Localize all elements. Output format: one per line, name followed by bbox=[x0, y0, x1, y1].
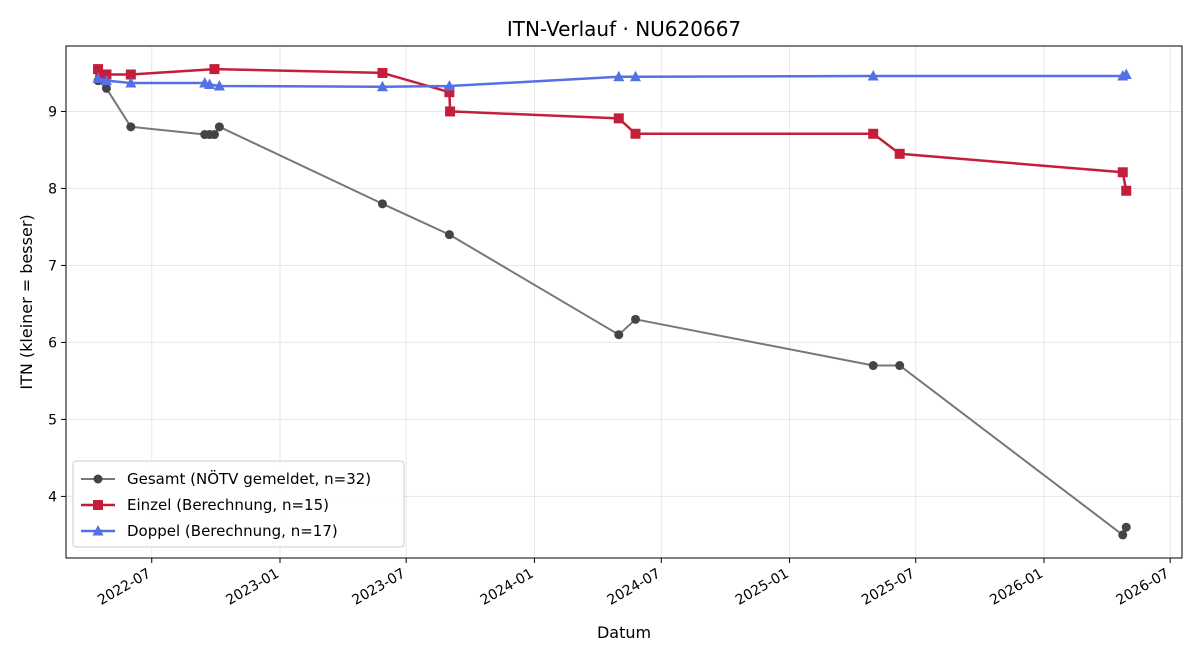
y-tick-label: 5 bbox=[48, 412, 57, 428]
y-tick-label: 9 bbox=[48, 104, 57, 120]
data-point bbox=[204, 78, 216, 89]
legend: Gesamt (NÖTV gemeldet, n=32) Einzel (Bere… bbox=[72, 460, 405, 548]
data-point bbox=[209, 130, 219, 140]
legend-label: Doppel (Berechnung, n=17) bbox=[127, 522, 338, 540]
data-point bbox=[443, 80, 455, 91]
data-point bbox=[868, 361, 878, 371]
legend-entry: Doppel (Berechnung, n=17) bbox=[81, 522, 338, 540]
series-line bbox=[97, 73, 1127, 89]
data-point bbox=[1117, 167, 1128, 178]
legend-label: Gesamt (NÖTV gemeldet, n=32) bbox=[127, 469, 371, 488]
data-point bbox=[630, 70, 642, 82]
legend-marker bbox=[93, 474, 103, 484]
data-point bbox=[101, 69, 112, 80]
x-tick-label: 2023-07 bbox=[350, 566, 409, 609]
x-axis-label: Datum bbox=[597, 623, 651, 642]
data-point bbox=[445, 106, 456, 117]
x-tick-label: 2024-07 bbox=[605, 566, 664, 609]
data-point bbox=[613, 70, 625, 82]
series-1 bbox=[93, 76, 1131, 540]
x-tick-label: 2026-01 bbox=[987, 566, 1046, 609]
x-tick-label: 2023-01 bbox=[223, 566, 282, 609]
y-tick-label: 7 bbox=[48, 258, 57, 274]
data-point bbox=[101, 83, 111, 93]
y-axis-ticks: 4 5 6 7 8 9 bbox=[48, 104, 66, 505]
data-point bbox=[1121, 522, 1131, 532]
data-point bbox=[444, 87, 455, 98]
legend-marker bbox=[93, 500, 103, 510]
x-tick-label: 2025-07 bbox=[859, 566, 918, 609]
x-axis-ticks: 2022-07 2023-01 2023-07 2024-01 2024-07 2025-… bbox=[95, 558, 1172, 609]
data-point bbox=[867, 70, 879, 81]
data-point bbox=[377, 67, 388, 78]
plot-frame bbox=[65, 45, 1183, 559]
data-point bbox=[213, 80, 225, 91]
data-point bbox=[868, 128, 879, 139]
data-point bbox=[1118, 530, 1128, 540]
data-point bbox=[631, 314, 641, 324]
data-point bbox=[613, 113, 624, 124]
data-point bbox=[894, 148, 905, 159]
data-point bbox=[1121, 185, 1132, 196]
series-3 bbox=[92, 68, 1132, 92]
y-axis-label: ITN (kleiner = besser) bbox=[17, 214, 36, 389]
data-point bbox=[125, 76, 137, 88]
y-tick-label: 8 bbox=[48, 181, 57, 197]
data-point bbox=[126, 122, 136, 132]
legend-label: Einzel (Berechnung, n=15) bbox=[127, 496, 329, 514]
data-point bbox=[100, 74, 112, 86]
data-point bbox=[209, 64, 220, 75]
y-tick-label: 4 bbox=[48, 489, 57, 505]
data-point bbox=[630, 128, 641, 139]
x-tick-label: 2025-01 bbox=[733, 566, 792, 609]
series-layer bbox=[92, 64, 1132, 540]
y-tick-label: 6 bbox=[48, 335, 57, 351]
chart-title: ITN-Verlauf · NU620667 bbox=[507, 17, 741, 41]
data-point bbox=[93, 64, 104, 75]
legend-marker bbox=[92, 525, 104, 536]
legend-box bbox=[72, 460, 405, 548]
data-point bbox=[1120, 68, 1132, 79]
data-point bbox=[895, 361, 905, 371]
data-point bbox=[614, 330, 624, 340]
data-point bbox=[214, 122, 224, 132]
legend-entry: Einzel (Berechnung, n=15) bbox=[81, 496, 329, 514]
x-tick-label: 2024-01 bbox=[478, 566, 537, 609]
data-point bbox=[444, 230, 454, 240]
series-2 bbox=[93, 64, 1132, 196]
x-tick-label: 2026-07 bbox=[1113, 566, 1172, 609]
data-point bbox=[125, 69, 136, 80]
data-point bbox=[377, 199, 387, 209]
x-tick-label: 2022-07 bbox=[95, 566, 154, 609]
data-point bbox=[376, 80, 388, 92]
data-point bbox=[92, 72, 104, 83]
legend-entry: Gesamt (NÖTV gemeldet, n=32) bbox=[81, 469, 371, 488]
grid bbox=[66, 46, 1182, 558]
